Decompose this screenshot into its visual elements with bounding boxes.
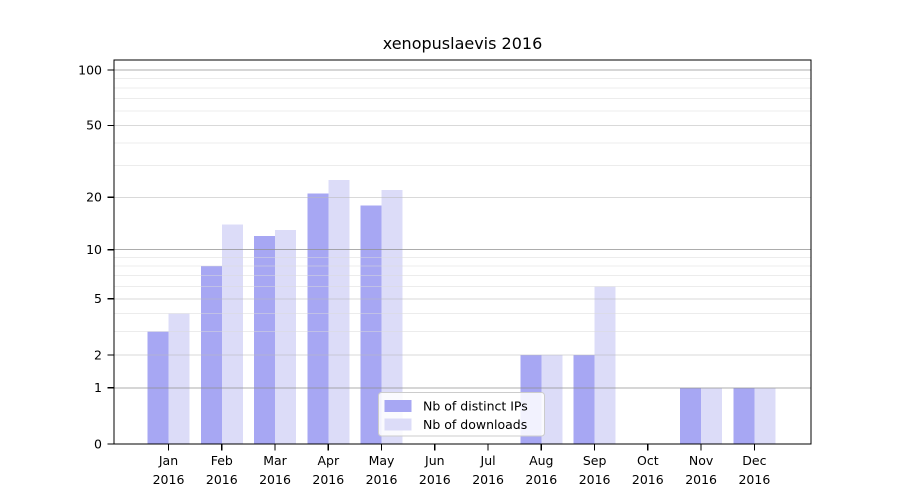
bar-downloads-may	[381, 189, 403, 444]
bar-distinct-ips-nov	[680, 387, 702, 444]
x-tick-label-dec: Dec 2016	[738, 453, 770, 487]
bar-distinct-ips-sep	[573, 355, 595, 444]
bar-distinct-ips-mar	[254, 236, 275, 444]
y-tick-label-10: 10	[86, 242, 102, 257]
x-tick-label-sep: Sep 2016	[579, 453, 611, 487]
x-tick-label-nov: Nov 2016	[685, 453, 717, 487]
bar-distinct-ips-dec	[733, 387, 755, 444]
y-tick-label-0: 0	[94, 436, 102, 451]
x-tick-label-mar: Mar 2016	[259, 453, 291, 487]
y-tick-label-2: 2	[94, 347, 102, 362]
x-tick-label-jan: Jan 2016	[153, 453, 185, 487]
bar-downloads-mar	[275, 230, 296, 444]
legend-swatch-downloads	[384, 418, 412, 431]
bar-downloads-nov	[701, 387, 723, 444]
bar-distinct-ips-apr	[307, 193, 329, 444]
x-tick-label-aug: Aug 2016	[525, 453, 557, 487]
y-tick-label-50: 50	[86, 118, 102, 133]
x-tick-label-jun: Jun 2016	[419, 453, 451, 487]
x-tick-label-feb: Feb 2016	[206, 453, 238, 487]
plot-border	[113, 59, 812, 445]
bar-downloads-aug	[541, 355, 563, 444]
legend-swatch-distinct-ips	[384, 400, 412, 412]
y-tick-label-5: 5	[94, 291, 102, 306]
y-tick-label-100: 100	[78, 62, 102, 77]
bar-downloads-sep	[594, 286, 616, 444]
y-tick-label-20: 20	[86, 190, 102, 205]
x-tick-label-apr: Apr 2016	[312, 453, 344, 487]
axes-layer: 0 1 2 5 10 20 50 100 Jan 2016 Feb 2016 Mar 2016 Apr 201…	[78, 59, 812, 487]
legend: Nb of distinct IPs Nb of downloads	[378, 392, 545, 437]
chart-title: xenopuslaevis 2016	[383, 34, 543, 53]
gridlines-layer	[114, 69, 811, 389]
bar-downloads-dec	[754, 387, 776, 444]
x-tick-label-oct: Oct 2016	[632, 453, 664, 487]
legend-label-distinct-ips: Nb of distinct IPs	[423, 399, 528, 414]
bar-downloads-jan	[168, 313, 190, 444]
bar-downloads-feb	[221, 224, 243, 444]
x-tick-label-jul: Jul 2016	[472, 453, 504, 487]
y-tick-label-1: 1	[94, 380, 102, 395]
bar-downloads-apr	[328, 180, 350, 444]
legend-box	[378, 392, 545, 437]
legend-label-downloads: Nb of downloads	[423, 417, 527, 432]
bar-distinct-ips-may	[360, 205, 382, 444]
x-tick-label-may: May 2016	[366, 453, 398, 487]
